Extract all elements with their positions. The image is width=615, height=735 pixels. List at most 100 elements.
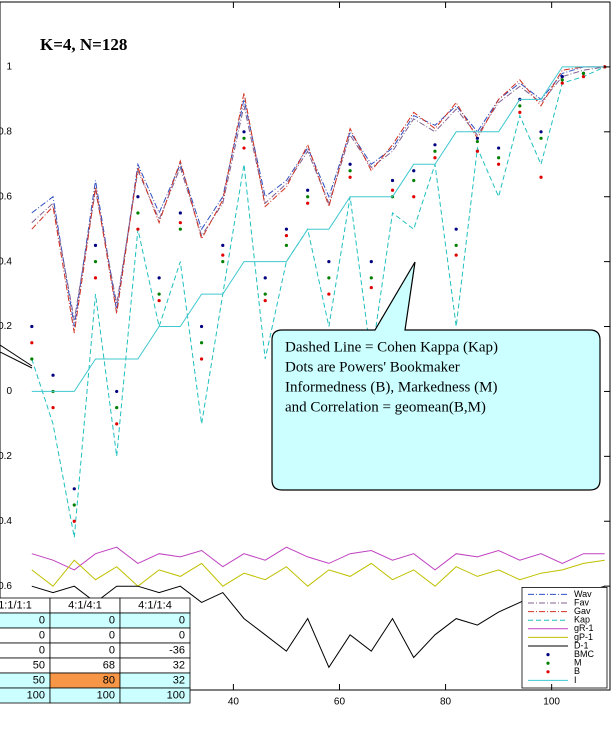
data-dot xyxy=(136,195,140,199)
table-header: 4:1/4:1 xyxy=(68,599,102,611)
data-dot xyxy=(454,243,458,247)
pointer-line xyxy=(0,344,33,367)
y-tick-label: -0.2 xyxy=(0,451,12,462)
data-dot xyxy=(497,146,501,150)
legend-swatch xyxy=(546,670,550,674)
annotation-line: Informedness (B), Markedness (M) xyxy=(285,379,497,395)
data-dot xyxy=(72,503,76,507)
data-dot xyxy=(136,227,140,231)
data-dot xyxy=(284,243,289,247)
data-dot xyxy=(93,260,98,264)
data-dot xyxy=(221,243,225,247)
plot-frame xyxy=(0,1,611,691)
legend-label: M xyxy=(574,658,582,668)
data-dot xyxy=(390,178,395,183)
data-dot xyxy=(72,519,76,523)
data-dot xyxy=(157,276,161,280)
table-value: 32 xyxy=(173,659,185,671)
y-tick-label: -0.6 xyxy=(0,581,12,592)
data-dot xyxy=(242,146,246,150)
data-dot xyxy=(433,156,437,160)
table-value: 0 xyxy=(179,614,185,626)
table-value: 0 xyxy=(179,629,185,641)
table-value: -36 xyxy=(169,644,185,656)
table-value: 100 xyxy=(27,689,45,701)
data-dot xyxy=(475,139,479,144)
series-line xyxy=(31,66,605,538)
legend-label: B xyxy=(574,666,580,676)
series-line xyxy=(31,66,605,392)
data-dot xyxy=(263,276,267,280)
data-dot xyxy=(30,341,34,345)
y-tick-label: 0.6 xyxy=(0,191,12,202)
data-dot xyxy=(497,156,501,160)
data-dot xyxy=(30,324,34,329)
data-dot xyxy=(539,136,543,140)
series-line xyxy=(31,585,605,669)
data-dot xyxy=(199,357,204,361)
data-dot xyxy=(348,175,352,179)
data-dot xyxy=(560,81,564,85)
x-tick-label: 40 xyxy=(228,697,240,708)
annotation-line: Dots are Powers' Bookmaker xyxy=(285,359,460,375)
data-dot xyxy=(581,75,586,79)
legend-label: gR-1 xyxy=(574,623,594,633)
data-dot xyxy=(327,276,331,280)
annotation-line: and Correlation = geomean(B,M) xyxy=(285,399,486,415)
table-value: 0 xyxy=(109,629,115,641)
data-dot xyxy=(327,292,331,296)
data-dot xyxy=(518,110,522,114)
data-dot xyxy=(263,292,267,296)
series-line xyxy=(31,66,605,327)
table: 1:1/1:1 4:1/4:1 4:1/1:4 0 0 0 0 0 0 0 0 -36 50 68 32 50… xyxy=(0,597,191,704)
series-line xyxy=(31,66,605,321)
data-dot xyxy=(199,324,204,329)
data-dot xyxy=(369,276,373,280)
data-dot xyxy=(51,373,55,377)
data-dot xyxy=(115,389,119,394)
data-dot xyxy=(199,341,204,345)
legend-label: Kap xyxy=(574,615,590,625)
legend-swatch xyxy=(546,653,550,657)
data-dot xyxy=(178,227,182,231)
data-dot xyxy=(136,211,140,215)
y-tick-label: 0.2 xyxy=(0,321,12,332)
data-dot xyxy=(221,260,225,264)
data-dot xyxy=(30,357,34,361)
y-tick-label: 0.8 xyxy=(0,126,12,137)
table-header: 4:1/1:4 xyxy=(138,599,172,611)
chart-title: K=4, N=128 xyxy=(40,35,127,54)
series-line xyxy=(31,66,605,334)
x-tick-label: 60 xyxy=(334,697,346,708)
table-cell xyxy=(119,687,191,704)
data-dot xyxy=(178,211,182,215)
data-dot xyxy=(539,130,543,134)
data-dot xyxy=(412,195,416,199)
data-dot xyxy=(115,406,119,410)
data-dot xyxy=(475,136,479,140)
table-value: 0 xyxy=(39,644,45,656)
annotation-line: Dashed Line = Cohen Kappa (Kap) xyxy=(285,339,498,355)
data-dot xyxy=(115,422,119,426)
data-dot xyxy=(157,292,161,296)
data-dot xyxy=(412,169,416,173)
data-dot xyxy=(433,149,437,153)
y-tick-label: 0 xyxy=(6,386,12,397)
x-tick-label: 100 xyxy=(543,697,560,708)
data-dot xyxy=(412,178,416,183)
legend-label: Gav xyxy=(574,606,591,616)
table-value: 0 xyxy=(109,644,115,656)
table-value: 32 xyxy=(173,674,185,686)
data-dot xyxy=(284,234,289,238)
data-dot xyxy=(263,298,267,303)
table-value: 100 xyxy=(167,689,185,701)
data-dot xyxy=(242,136,246,140)
legend-label: I xyxy=(574,675,577,685)
table-value: 0 xyxy=(39,629,45,641)
pointer-line xyxy=(0,351,33,369)
data-dot xyxy=(157,298,161,303)
data-dot xyxy=(454,253,458,257)
data-dot xyxy=(178,221,182,225)
data-dot xyxy=(284,227,289,231)
